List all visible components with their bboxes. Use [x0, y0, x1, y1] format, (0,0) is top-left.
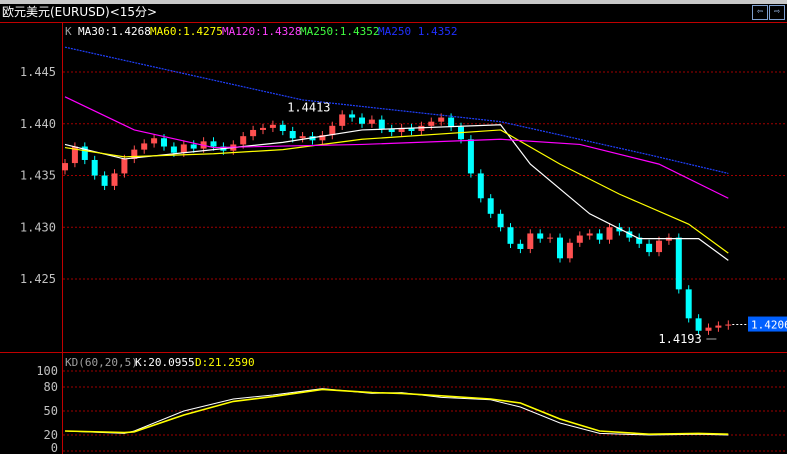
- kd-tick-label: 100: [36, 364, 58, 378]
- prev-arrow-button[interactable]: ⇦: [752, 5, 768, 20]
- candle-body: [566, 242, 573, 259]
- candle-body: [408, 127, 415, 131]
- kd-tick-label: 20: [44, 428, 58, 442]
- candle-body: [151, 138, 158, 144]
- kd-line-k: [64, 388, 729, 436]
- candle-body: [695, 318, 702, 331]
- candle-body: [576, 235, 583, 243]
- last-price-box: [748, 316, 787, 332]
- candle-body: [180, 144, 187, 153]
- candle-body: [646, 243, 653, 253]
- candle-body: [398, 127, 405, 133]
- window-top-strip: [0, 0, 787, 4]
- candle-body: [636, 237, 643, 244]
- legend-ma30: MA30:1.4268: [78, 25, 151, 38]
- price-tick-label: 1.440: [20, 117, 56, 131]
- kd-k-value: K:20.0955: [135, 356, 195, 369]
- kd-tick-label: 80: [44, 380, 58, 394]
- candle-body: [260, 127, 266, 130]
- kd-tick-label: 50: [44, 404, 58, 418]
- kd-d-value: D:21.2590: [195, 356, 255, 369]
- candle-body: [626, 231, 633, 238]
- kd-line-d: [64, 388, 729, 436]
- candle-body: [299, 136, 306, 139]
- candle-body: [378, 119, 385, 129]
- kd-tick-label: 0: [51, 441, 58, 454]
- candle-body: [685, 289, 692, 319]
- candle-body: [606, 227, 613, 240]
- candle-body: [725, 324, 732, 326]
- candle-body: [418, 125, 425, 131]
- legend-ma250-blue: MA250 1.4352: [378, 25, 457, 38]
- legend-ma250-green: MA250:1.4352: [300, 25, 379, 38]
- candle-body: [359, 117, 365, 124]
- candle-body: [339, 114, 346, 126]
- candle-body: [448, 117, 455, 127]
- candle-body: [349, 114, 356, 118]
- candle-body: [527, 233, 534, 249]
- candle-body: [477, 173, 484, 199]
- price-tick-label: 1.430: [20, 220, 56, 234]
- candle-body: [656, 240, 662, 253]
- candle-body: [101, 175, 108, 186]
- candle-body: [210, 141, 217, 147]
- candle-body: [517, 243, 524, 249]
- ma-line-ma60: [64, 129, 729, 254]
- ma-line-ma120: [64, 96, 729, 199]
- candle-body: [289, 130, 296, 139]
- price-tick-label: 1.445: [20, 65, 56, 79]
- candle-body: [170, 146, 177, 153]
- legend-ma120: MA120:1.4328: [222, 25, 301, 38]
- candle-body: [547, 237, 554, 239]
- candle-body: [161, 138, 167, 147]
- low-price-annotation: 1.4193: [658, 332, 701, 346]
- last-price-label: 1.4206: [751, 319, 787, 332]
- ma-line-ma30: [64, 124, 729, 261]
- candle-body: [250, 129, 257, 137]
- price-tick-label: 1.435: [20, 169, 56, 183]
- legend-ma60: MA60:1.4275: [150, 25, 223, 38]
- candle-body: [557, 237, 563, 259]
- candle-body: [438, 117, 445, 122]
- ma-line-ma250: [64, 46, 729, 175]
- candle-body: [111, 173, 118, 186]
- candle-body: [279, 124, 286, 131]
- candle-body: [675, 237, 682, 290]
- candle-body: [71, 146, 78, 164]
- candle-body: [467, 139, 474, 174]
- candle-body: [240, 136, 247, 145]
- chart-title: 欧元美元(EURUSD)<15分>: [2, 5, 158, 19]
- kd-title: KD(60,20,5): [65, 356, 138, 369]
- next-arrow-button[interactable]: ⇨: [769, 5, 785, 20]
- candle-body: [81, 146, 88, 160]
- candle-body: [91, 159, 98, 176]
- candle-body: [141, 143, 148, 150]
- candle-body: [428, 121, 435, 126]
- candle-body: [121, 158, 128, 174]
- candle-body: [190, 144, 197, 149]
- candle-body: [497, 213, 504, 228]
- candle-body: [596, 233, 603, 240]
- candle-body: [705, 327, 712, 331]
- candle-body: [586, 233, 593, 236]
- candle-body: [715, 325, 722, 328]
- candle-body: [388, 128, 395, 133]
- legend-k: K: [65, 25, 72, 38]
- candle-body: [507, 227, 514, 244]
- high-price-annotation: 1.4413: [287, 100, 330, 114]
- candle-body: [131, 149, 138, 159]
- candle-body: [487, 198, 494, 214]
- candle-body: [329, 125, 336, 136]
- candle-body: [368, 119, 375, 124]
- price-tick-label: 1.425: [20, 272, 56, 286]
- candle-body: [537, 233, 544, 239]
- candle-body: [62, 163, 68, 171]
- candle-body: [269, 124, 276, 128]
- candle-body: [319, 135, 326, 141]
